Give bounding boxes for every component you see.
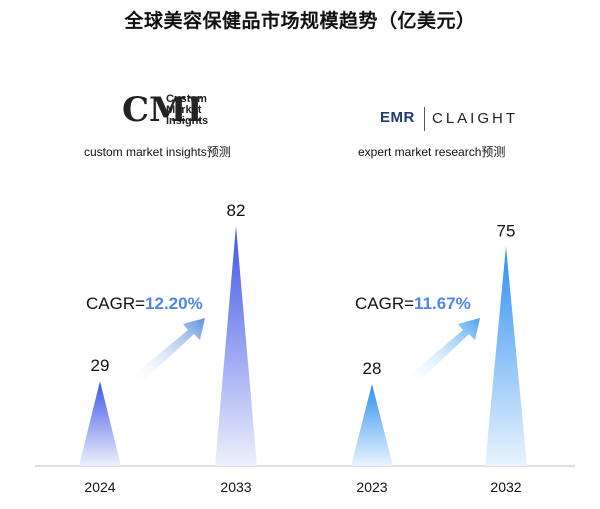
left-bar-2024: [79, 381, 121, 466]
left-growth-arrow: [130, 318, 205, 386]
emr-claight-logo: EMR CLAIGHT: [380, 105, 530, 135]
claight-logo-text: CLAIGHT: [432, 110, 519, 127]
right-growth-arrow: [406, 318, 480, 386]
left-source-label: custom market insights预测: [84, 145, 231, 159]
left-value-label-2033: 82: [227, 201, 246, 220]
left-x-tick-2024: 2024: [84, 479, 115, 495]
cmi-logo: CMI Custom Market Insights: [122, 92, 232, 130]
right-bar-2023: [351, 384, 393, 466]
right-x-tick-2023: 2023: [356, 479, 387, 495]
emr-logo-mark: EMR: [380, 109, 415, 126]
left-bar-2033: [215, 226, 257, 466]
left-x-tick-2033: 2033: [220, 479, 251, 495]
right-cagr-value: 11.67%: [414, 294, 471, 313]
right-value-label-2023: 28: [363, 359, 382, 378]
left-cagr-label: CAGR=: [86, 294, 146, 313]
right-value-label-2032: 75: [497, 221, 516, 240]
left-value-label-2024: 29: [91, 356, 110, 375]
left-cagr: CAGR=12.20%: [86, 294, 203, 314]
right-bar-2032: [485, 246, 527, 466]
chart-title: 全球美容保健品市场规模趋势（亿美元）: [124, 10, 476, 32]
cmi-logo-text: Custom Market Insights: [166, 93, 209, 127]
left-cagr-value: 12.20%: [145, 294, 203, 313]
right-cagr-label: CAGR=: [355, 294, 415, 313]
right-x-tick-2032: 2032: [490, 479, 521, 495]
right-cagr: CAGR=11.67%: [355, 294, 471, 314]
logo-separator: [424, 107, 425, 131]
right-source-label: expert market research预测: [358, 145, 506, 159]
